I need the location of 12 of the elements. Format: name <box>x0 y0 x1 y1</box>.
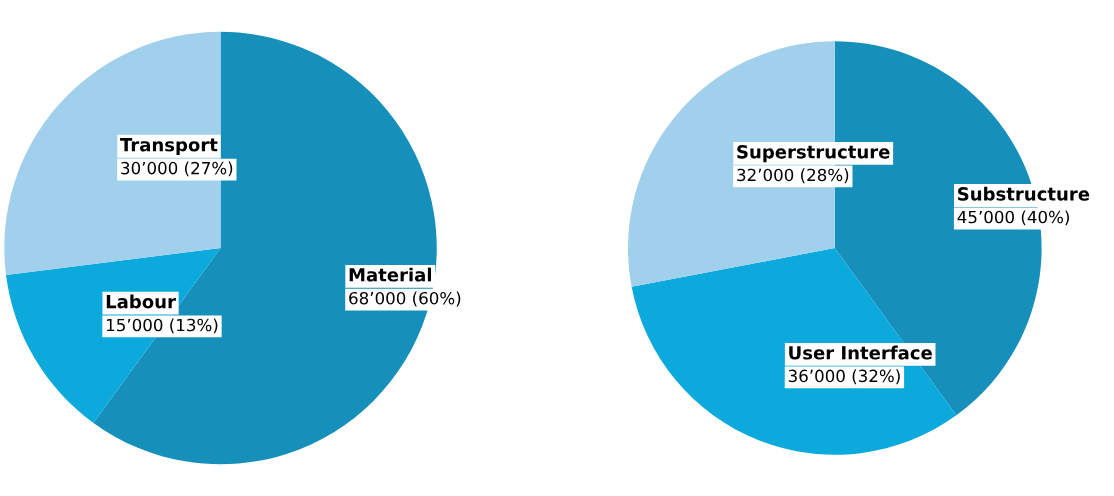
data-label: 36’000 (32%) <box>788 369 900 385</box>
data-label: 32’000 (28%) <box>737 168 849 184</box>
slice-label: Material <box>349 267 432 282</box>
slice-label: Transport <box>120 138 218 156</box>
slice-label: Substructure <box>958 186 1090 201</box>
data-label: 45’000 (40%) <box>957 210 1069 226</box>
slice-label: Superstructure <box>737 144 890 163</box>
data-label: 15’000 (13%) <box>106 318 218 334</box>
slice-label: Labour <box>106 294 176 309</box>
slice-label: User Interface <box>789 345 932 360</box>
data-label: 68’000 (60%) <box>349 291 461 307</box>
data-label: 30’000 (27%) <box>121 161 233 177</box>
